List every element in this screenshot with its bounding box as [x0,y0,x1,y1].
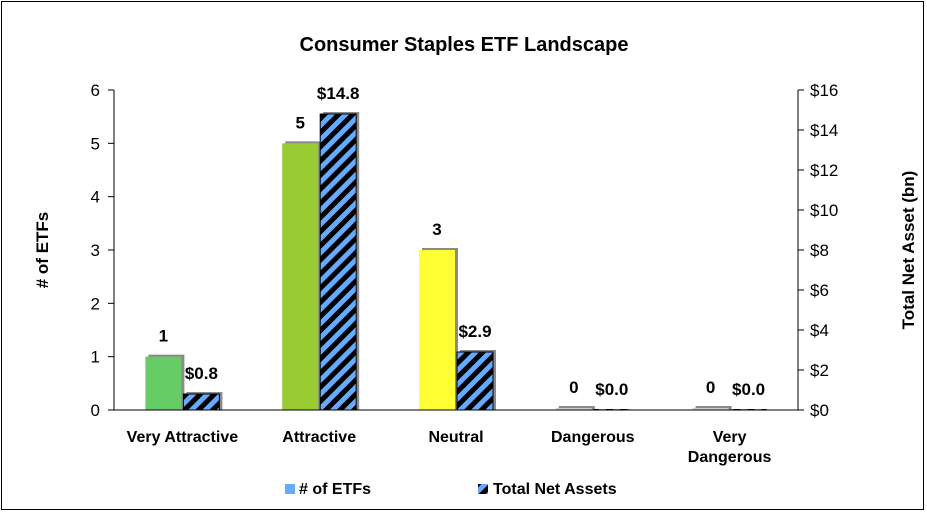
right-tick-label: $4 [810,321,829,340]
legend-label-etfs: # of ETFs [299,481,371,498]
category-labels: Very Attractive Attractive Neutral Dangerou… [127,429,772,466]
left-tick-label: 0 [91,401,100,420]
data-label-net-assets: $14.8 [317,84,360,103]
chart: Consumer Staples ETF Landscape # of ETFs… [33,34,918,498]
data-label-net-assets: $0.0 [732,380,765,399]
right-tick-label: $14 [810,121,838,140]
right-tick-label: $10 [810,201,838,220]
data-label-etf-count: 1 [159,327,168,346]
chart-title: Consumer Staples ETF Landscape [300,34,629,56]
data-label-net-assets: $0.0 [595,380,628,399]
category-label: Very Attractive [127,429,239,446]
bar-net-assets [456,351,494,411]
bar-etf-count [692,408,729,410]
left-axis-ticks: 0 1 2 3 4 5 6 [91,81,114,420]
category-label: Dangerous [551,429,635,446]
right-tick-label: $12 [810,161,838,180]
legend-label-assets: Total Net Assets [493,481,617,498]
y2-axis-label: Total Net Asset (bn) [899,171,918,330]
data-label-etf-count: 5 [295,113,304,132]
left-tick-label: 1 [91,348,100,367]
data-label-etf-count: 3 [432,220,441,239]
data-label-etf-count: 0 [569,378,578,397]
data-label-net-assets: $2.9 [458,322,491,341]
right-tick-label: $2 [810,361,829,380]
category-label: Attractive [282,429,356,446]
legend: # of ETFs Total Net Assets [285,481,617,498]
bar-etf-count [555,408,592,410]
left-tick-label: 6 [91,81,100,100]
right-tick-label: $0 [810,401,829,420]
data-label-net-assets: $0.8 [185,364,218,383]
bar-net-assets [182,393,220,411]
right-tick-label: $8 [810,241,829,260]
left-tick-label: 3 [91,241,100,260]
right-tick-label: $16 [810,81,838,100]
legend-swatch-assets [478,484,488,494]
right-tick-label: $6 [810,281,829,300]
bar-etf-count [282,143,319,411]
category-label: Very Dangerous [688,429,772,466]
bars [145,112,767,411]
bar-net-assets [319,113,357,411]
left-tick-label: 2 [91,294,100,313]
left-tick-label: 5 [91,134,100,153]
bar-etf-count [145,356,182,410]
data-labels: 1 $0.8 5 $14.8 3 $2.9 0 $0.0 0 $0.0 [159,84,765,399]
legend-swatch-etfs [285,484,295,494]
left-tick-label: 4 [91,188,100,207]
bar-etf-count [419,250,455,410]
data-label-etf-count: 0 [706,378,715,397]
right-axis-ticks: $0 $2 $4 $6 $8 $10 $12 $14 $16 [798,81,838,420]
y-axis-label: # of ETFs [33,212,52,289]
category-label: Neutral [428,429,483,446]
